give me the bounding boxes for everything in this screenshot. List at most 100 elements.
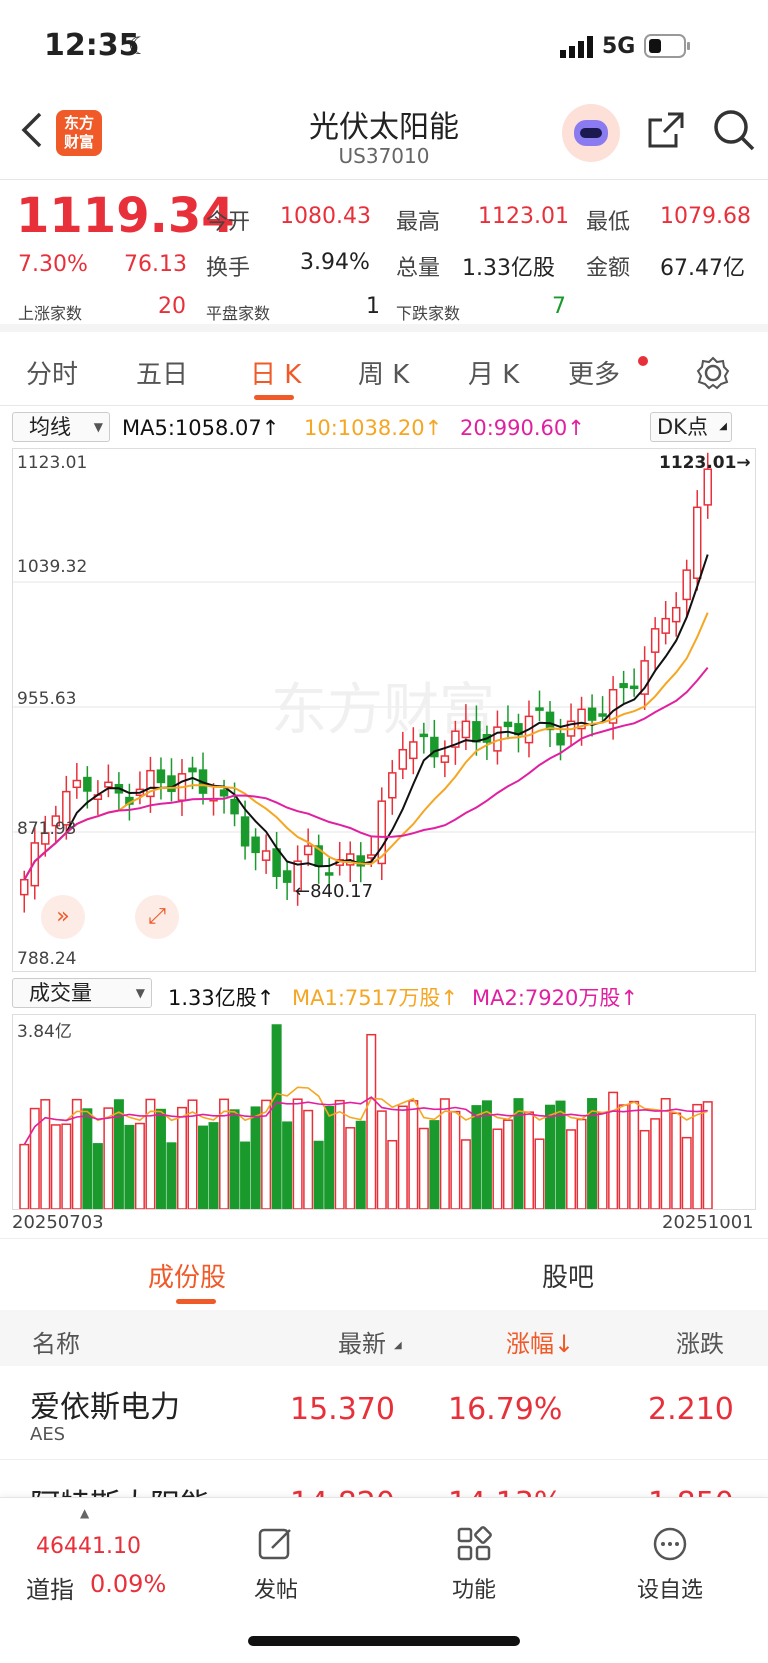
volume-bar — [334, 1099, 345, 1209]
candle-body — [440, 755, 450, 763]
edit-icon[interactable] — [258, 1526, 294, 1562]
candle-body — [272, 848, 281, 877]
candle-body — [419, 733, 429, 738]
candle-body — [703, 468, 712, 506]
candle-body — [188, 767, 197, 773]
status-bar: 12:35 ☾ 5G — [0, 0, 768, 96]
volume-bar — [660, 1097, 671, 1209]
volume-chart[interactable]: 3.84亿 — [12, 1014, 756, 1210]
section-tab-indicator — [176, 1299, 216, 1304]
index-value[interactable]: 46441.10 — [36, 1534, 141, 1559]
volume-bar — [187, 1099, 198, 1209]
tab-forum[interactable]: 股吧 — [542, 1263, 595, 1293]
volume-ma-line — [23, 1086, 708, 1146]
stock-pct: 16.79% — [448, 1392, 563, 1427]
volume-bar — [702, 1101, 713, 1209]
tab-weekly-k[interactable]: 周 K — [358, 360, 410, 390]
volume-bar — [208, 1122, 219, 1209]
flat-count-label: 平盘家数 — [206, 304, 271, 323]
volume-bar — [481, 1100, 492, 1209]
page-title: 光伏太阳能 — [309, 110, 459, 145]
index-pct[interactable]: 0.09% — [90, 1570, 167, 1598]
assistant-avatar[interactable] — [562, 104, 620, 162]
ma10-line — [23, 612, 709, 881]
ma20-line — [23, 666, 709, 881]
volume-bar — [145, 1098, 156, 1209]
candle-body — [451, 730, 460, 748]
candle-body — [51, 815, 61, 827]
down-count-label: 下跌家数 — [396, 304, 461, 323]
more-icon[interactable] — [652, 1526, 688, 1562]
candle-body — [62, 790, 71, 826]
candle-body — [671, 606, 681, 623]
table-row[interactable]: 阿特斯太阳能 14.820 14.13% 1.850 — [0, 1460, 768, 1500]
volume-bar — [502, 1119, 513, 1209]
change-pct: 7.30% — [18, 252, 88, 277]
nav-functions[interactable]: 功能 — [451, 1578, 496, 1603]
volume-bar — [576, 1118, 587, 1209]
candle-body — [587, 707, 597, 721]
settings-icon[interactable] — [696, 356, 730, 390]
volume-bar — [671, 1112, 682, 1209]
candle-body — [409, 741, 418, 760]
tab-five-day[interactable]: 五日 — [136, 360, 189, 390]
col-change-pct[interactable]: 涨幅↓ — [506, 1330, 575, 1358]
tab-daily-k[interactable]: 日 K — [250, 360, 302, 390]
nav-add-watchlist[interactable]: 设自选 — [636, 1578, 703, 1603]
candle-body — [251, 836, 260, 854]
volume-bar — [408, 1100, 419, 1209]
stock-change: 2.210 — [648, 1392, 734, 1427]
col-name[interactable]: 名称 — [32, 1330, 80, 1358]
candle-body — [377, 800, 387, 865]
candle-body — [598, 713, 607, 717]
volume-bar — [124, 1124, 135, 1209]
search-icon[interactable] — [712, 108, 756, 152]
share-icon[interactable] — [646, 110, 686, 150]
candle-body — [398, 748, 408, 770]
last-price: 1119.34 — [16, 188, 235, 244]
grid-icon[interactable] — [456, 1526, 492, 1562]
low-value: 1079.68 — [660, 204, 751, 229]
volume-ma-line — [23, 1096, 708, 1146]
expand-up-icon[interactable]: ▲ — [80, 1506, 90, 1520]
candle-body — [41, 832, 50, 845]
volume-total: 1.33亿股↑ — [168, 986, 275, 1010]
tab-constituents[interactable]: 成份股 — [148, 1263, 227, 1293]
stock-pct: 14.13% — [448, 1486, 562, 1500]
fullscreen-icon[interactable]: ⤢ — [135, 895, 179, 939]
volume-bar — [313, 1140, 324, 1209]
dk-point-button[interactable]: DK点 ◢ — [650, 412, 732, 442]
start-date: 20250703 — [12, 1212, 104, 1233]
volume-bar — [450, 1110, 461, 1209]
col-change[interactable]: 涨跌 — [676, 1330, 724, 1358]
volume-bar — [50, 1124, 61, 1209]
nav-post[interactable]: 发帖 — [253, 1578, 298, 1603]
ma5-value: MA5:1058.07↑ — [122, 416, 280, 440]
kline-chart[interactable]: 东方财富 1123.01 1039.32 955.63 871.93 788.2… — [12, 448, 756, 972]
tab-monthly-k[interactable]: 月 K — [468, 360, 520, 390]
table-row[interactable]: 爱依斯电力 AES 15.370 16.79% 2.210 — [0, 1366, 768, 1460]
volume-bar — [240, 1141, 251, 1209]
volume-bar — [40, 1099, 51, 1209]
tab-intraday[interactable]: 分时 — [26, 360, 79, 390]
col-latest[interactable]: 最新 — [338, 1330, 386, 1358]
section-tabs: 成份股 股吧 — [0, 1238, 768, 1310]
ma20-value: 20:990.60↑ — [460, 416, 585, 440]
indicator-select[interactable]: 均线 ▼ — [12, 412, 110, 442]
volume-bar — [176, 1106, 187, 1209]
stock-change: 1.850 — [648, 1486, 734, 1500]
expand-left-icon[interactable]: » — [41, 895, 85, 939]
index-name[interactable]: 道指 — [26, 1576, 74, 1604]
volume-bar — [19, 1143, 30, 1209]
quote-panel: 1119.34 7.30% 76.13 今开 1080.43 最高 1123.0… — [0, 182, 768, 332]
back-icon[interactable] — [18, 110, 44, 150]
tab-more[interactable]: 更多 — [568, 360, 621, 390]
status-time: 12:35 — [44, 28, 140, 63]
app-logo: 东方 财富 — [56, 110, 102, 156]
volume-select[interactable]: 成交量 ▼ — [12, 978, 152, 1008]
volume-bar — [492, 1128, 503, 1209]
candle-body — [556, 733, 565, 746]
moon-icon: ☾ — [128, 32, 150, 60]
volume-bar — [387, 1139, 398, 1209]
up-count: 20 — [158, 294, 186, 319]
